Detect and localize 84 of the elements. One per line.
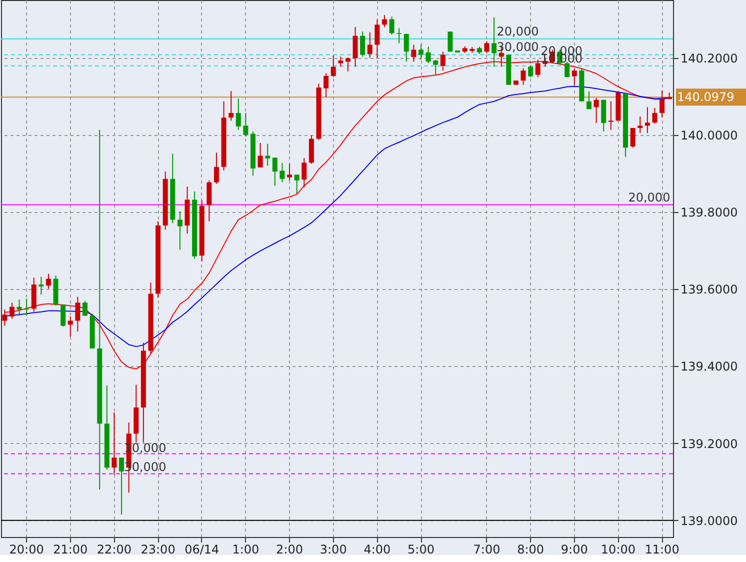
y-tick-label: 139.2000 xyxy=(680,436,738,451)
candlestick xyxy=(448,31,453,52)
candlestick xyxy=(630,127,636,148)
candlestick xyxy=(594,97,599,124)
candlestick xyxy=(308,134,314,164)
candlestick xyxy=(38,276,44,296)
candlestick xyxy=(280,162,285,183)
candlestick xyxy=(374,19,380,59)
candlestick xyxy=(572,68,577,86)
y-tick-label: 139.4000 xyxy=(680,360,738,374)
candlestick xyxy=(16,299,22,316)
candlestick xyxy=(528,65,534,78)
annotation: 30,000 xyxy=(496,40,539,54)
x-tick-label: 10:00 xyxy=(600,542,636,556)
x-tick-label: 7:00 xyxy=(473,542,500,556)
candlestick xyxy=(520,68,526,86)
candlestick xyxy=(433,59,438,76)
candlestick xyxy=(265,143,270,166)
candlestick xyxy=(177,210,182,250)
candlestick xyxy=(9,302,14,320)
x-tick-label: 22:00 xyxy=(96,542,132,556)
candlestick xyxy=(345,56,350,72)
candlestick xyxy=(206,180,212,222)
candlestick xyxy=(601,99,606,132)
candlestick xyxy=(652,107,658,124)
x-tick-label: 4:00 xyxy=(364,542,391,556)
x-tick-label: 8:00 xyxy=(517,542,544,556)
y-tick-label: 140.0000 xyxy=(680,128,738,142)
candlestick xyxy=(396,28,402,44)
candlestick xyxy=(60,304,66,328)
candlestick xyxy=(638,116,643,134)
candlestick xyxy=(660,90,665,118)
candlestick xyxy=(418,44,424,60)
candlestick xyxy=(440,51,446,72)
candlestick xyxy=(608,100,614,130)
candlestick xyxy=(272,157,278,186)
candlestick xyxy=(426,46,431,64)
x-tick-label: 20:00 xyxy=(9,542,44,556)
y-tick-label: 139.8000 xyxy=(680,206,738,220)
candlestick xyxy=(324,72,329,98)
candlestick xyxy=(338,56,344,68)
candlestick xyxy=(360,31,366,58)
candlestick xyxy=(75,296,80,332)
x-tick-label: 21:00 xyxy=(53,542,88,556)
candlestick xyxy=(214,152,219,184)
candlestick xyxy=(484,40,490,54)
candlestick xyxy=(411,44,416,62)
candlestick xyxy=(46,273,51,290)
y-tick-label: 140.2000 xyxy=(680,51,738,66)
annotation: 20,000 xyxy=(628,190,670,204)
candlestick xyxy=(243,112,248,137)
candlestick xyxy=(302,158,307,188)
x-tick-label: 9:00 xyxy=(560,542,588,556)
candlestick xyxy=(492,16,497,68)
candlestick xyxy=(236,98,241,130)
candlestick xyxy=(82,300,88,316)
candlestick xyxy=(119,457,124,516)
candlestick xyxy=(287,163,292,181)
candlestick xyxy=(644,106,650,134)
candlestick xyxy=(389,16,394,36)
x-tick-label: 2:00 xyxy=(276,542,303,556)
annotation: 20,000 xyxy=(496,24,539,39)
candlestick xyxy=(535,59,540,78)
candlestick xyxy=(382,14,387,28)
candlestick xyxy=(330,55,336,78)
x-tick-label: 23:00 xyxy=(140,542,176,556)
candlestick xyxy=(68,316,73,338)
x-tick-label: 3:00 xyxy=(320,542,347,556)
x-tick-label: 1:00 xyxy=(232,542,260,556)
x-tick-label: 06/14 xyxy=(184,542,220,556)
y-tick-label: 139.0000 xyxy=(680,514,738,528)
candlestick xyxy=(112,412,117,476)
candlestick xyxy=(2,309,8,326)
candlestick xyxy=(294,174,300,194)
candlestick xyxy=(404,33,409,62)
candlestick xyxy=(228,90,234,122)
ref-line-label: 140.0979 xyxy=(677,90,734,104)
candlestick xyxy=(258,142,263,168)
x-tick-label: 5:00 xyxy=(408,542,434,556)
candlestick xyxy=(367,32,372,58)
candlestick xyxy=(586,90,592,110)
y-tick-label: 139.6000 xyxy=(680,282,738,297)
candlestick xyxy=(352,26,358,68)
x-tick-label: 11:00 xyxy=(644,542,680,556)
